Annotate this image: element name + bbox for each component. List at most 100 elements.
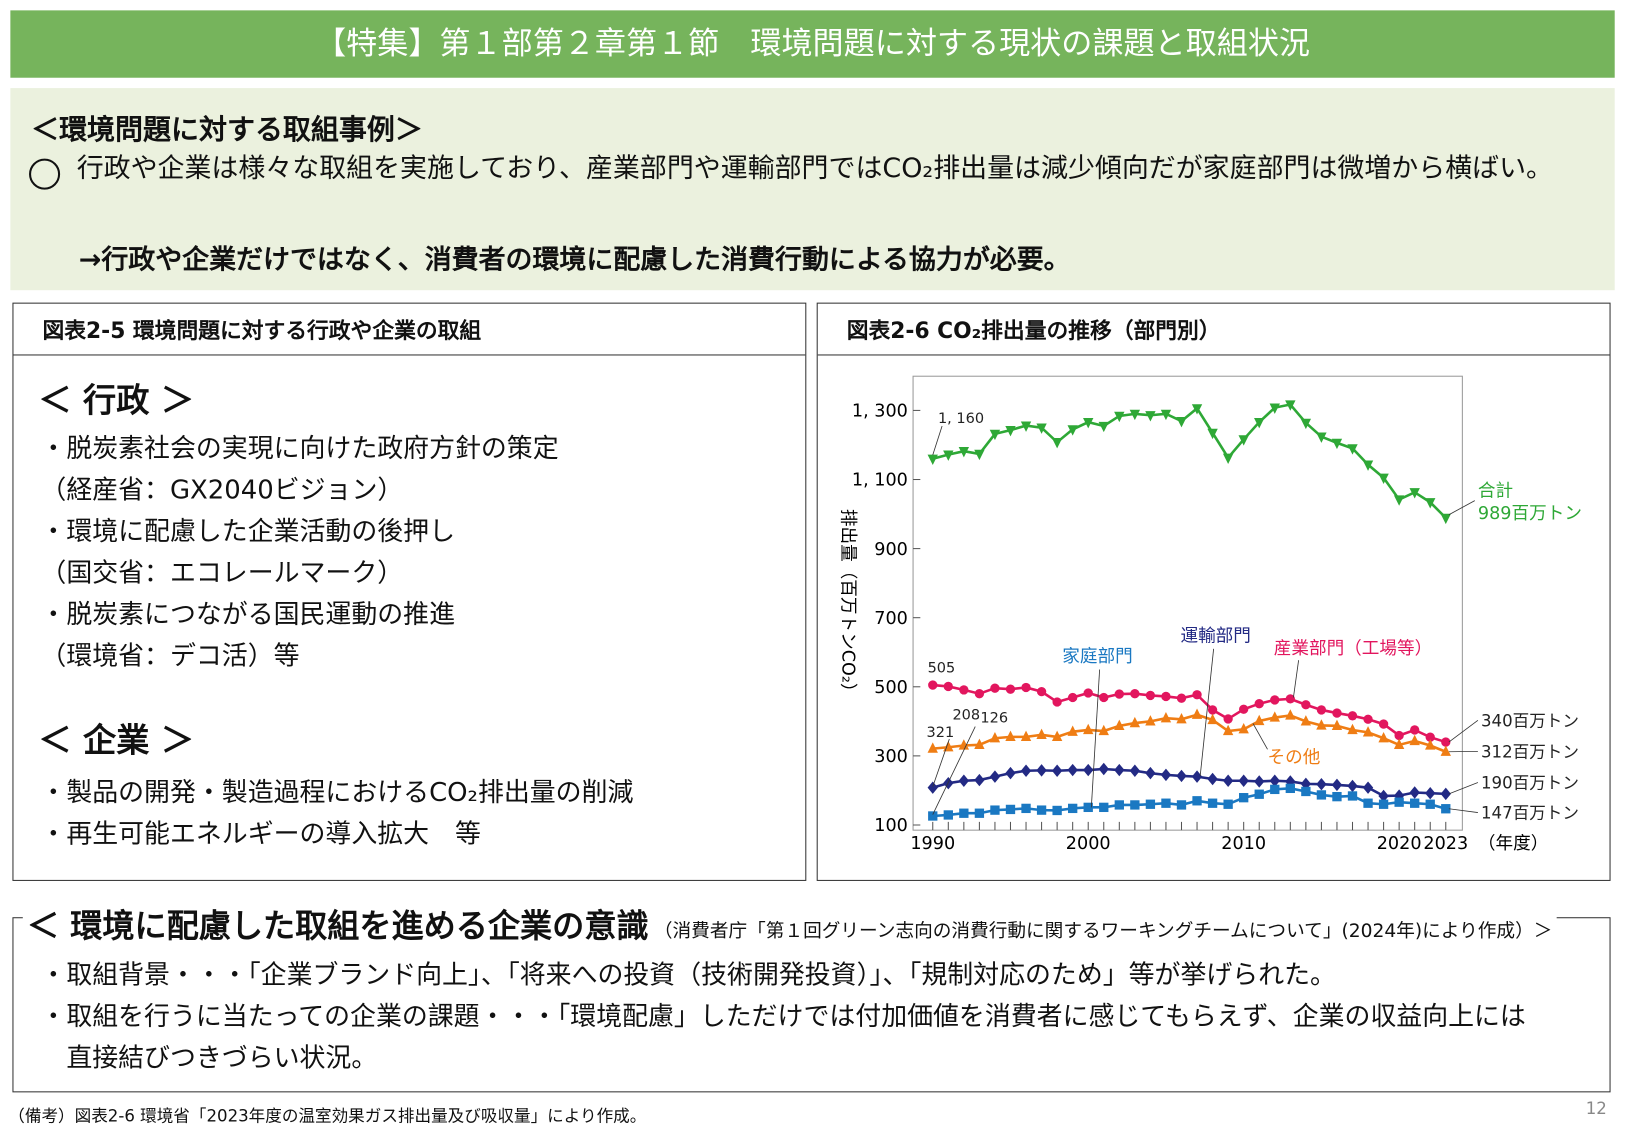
- biz-item: ・製品の開発・製造過程におけるCO₂排出量の削減: [40, 772, 633, 809]
- data-point: [1208, 705, 1217, 714]
- data-point: [1052, 697, 1061, 706]
- awareness-item: 直接結びつきづらい状況。: [40, 1037, 377, 1078]
- series-name-label: 家庭部門: [1062, 647, 1132, 667]
- data-point: [1084, 688, 1093, 697]
- x-tick-label: 2020: [1377, 834, 1422, 854]
- leader-line: [1253, 723, 1268, 749]
- y-tick-label: 100: [874, 816, 908, 836]
- data-point: [1006, 685, 1015, 694]
- data-point: [1301, 787, 1310, 796]
- y-axis-label: 排出量（百万トンCO₂）: [838, 509, 858, 701]
- data-point: [1255, 699, 1264, 708]
- data-point: [1115, 689, 1124, 698]
- biz-heading: ＜ 企業 ＞: [38, 714, 194, 762]
- awareness-title: ＜ 環境に配慮した取組を進める企業の意識: [27, 908, 649, 945]
- data-point: [1021, 804, 1030, 813]
- series-3: [928, 763, 1451, 802]
- panel-title: 図表2-5 環境問題に対する行政や企業の取組: [13, 304, 805, 356]
- start-value-label: 126: [980, 710, 1008, 726]
- data-point: [1223, 800, 1232, 809]
- series-name-label: 運輸部門: [1180, 627, 1250, 647]
- data-point: [1207, 773, 1217, 785]
- leader-line: [1449, 501, 1475, 515]
- data-point: [1036, 729, 1046, 739]
- data-point: [1270, 695, 1279, 704]
- summary-point: 行政や企業は様々な取組を実施しており、産業部門や運輸部門ではCO₂排出量は減少傾…: [77, 150, 1601, 188]
- data-point: [1161, 769, 1171, 781]
- data-point: [1052, 806, 1061, 815]
- data-point: [1021, 683, 1030, 692]
- data-point: [1425, 787, 1435, 799]
- data-point: [990, 684, 999, 693]
- data-point: [1161, 692, 1170, 701]
- circle-bullet-icon: [29, 159, 60, 190]
- awareness-item: ・取組を行うに当たっての企業の課題・・・「環境配慮」しただけでは付加価値を消費者…: [40, 996, 1525, 1037]
- start-value-label: 321: [927, 725, 955, 741]
- data-point: [1067, 764, 1077, 776]
- gov-item: ・脱炭素社会の実現に向けた政府方針の策定: [40, 428, 558, 465]
- footnote: （備考）図表2-6 環境省「2023年度の温室効果ガス排出量及び吸収量」により作…: [8, 1102, 646, 1127]
- data-point: [1161, 799, 1170, 808]
- end-value-label: 989百万トン: [1478, 504, 1582, 524]
- data-point: [1410, 725, 1419, 734]
- biz-item: ・再生可能エネルギーの導入拡大 等: [40, 814, 480, 851]
- data-point: [959, 685, 968, 694]
- x-tick-label: 2000: [1066, 834, 1111, 854]
- data-point: [1005, 767, 1015, 779]
- y-tick-label: 900: [874, 540, 908, 560]
- data-point: [1037, 805, 1046, 814]
- data-point: [1285, 709, 1295, 719]
- data-point: [1363, 799, 1372, 808]
- chart-title: 図表2-6 CO₂排出量の推移（部門別）: [818, 304, 1610, 356]
- data-point: [1301, 700, 1310, 709]
- gov-item: ・脱炭素につながる国民運動の推進: [40, 594, 455, 631]
- data-point: [1192, 690, 1201, 699]
- gov-item: （国交省：エコレールマーク）: [40, 552, 403, 589]
- gov-heading: ＜ 行政 ＞: [38, 374, 194, 422]
- data-point: [990, 770, 1000, 782]
- data-point: [1146, 691, 1155, 700]
- data-point: [1068, 804, 1077, 813]
- data-point: [975, 809, 984, 818]
- awareness-source: （消費者庁「第１回グリーン志向の消費行動に関するワーキングチームについて」(20…: [654, 920, 1553, 942]
- end-value-label: 190百万トン: [1481, 774, 1579, 793]
- data-point: [1099, 803, 1108, 812]
- data-point: [1021, 765, 1031, 777]
- y-tick-label: 700: [874, 609, 908, 629]
- data-point: [1052, 765, 1062, 777]
- data-point: [1239, 705, 1248, 714]
- data-point: [1286, 784, 1295, 793]
- data-point: [1083, 764, 1093, 776]
- government-business-panel: 図表2-5 環境問題に対する行政や企業の取組 ＜ 行政 ＞ ・脱炭素社会の実現に…: [12, 303, 806, 881]
- data-point: [1146, 800, 1155, 809]
- data-point: [944, 682, 953, 691]
- data-point: [1223, 775, 1233, 787]
- x-tick-label: 2023: [1423, 834, 1468, 854]
- data-point: [974, 774, 984, 786]
- data-point: [1006, 805, 1015, 814]
- awareness-item: ・取組背景・・・「企業ブランド向上」、「将来への投資（技術開発投資）」、「規制対…: [40, 955, 1336, 996]
- data-point: [1114, 764, 1124, 776]
- data-point: [1394, 798, 1403, 807]
- gov-item: （環境省：デコ活）等: [40, 635, 299, 672]
- series-0: [928, 400, 1451, 524]
- data-point: [1099, 422, 1109, 432]
- awareness-heading: ＜ 環境に配慮した取組を進める企業の意識 （消費者庁「第１回グリーン志向の消費行…: [23, 900, 1557, 947]
- start-value-label: 1, 160: [938, 411, 984, 427]
- x-tick-label: 2010: [1221, 834, 1266, 854]
- data-point: [928, 811, 937, 820]
- data-point: [1130, 689, 1139, 698]
- series-name-label: 産業部門（工場等）: [1274, 639, 1432, 659]
- data-point: [1426, 800, 1435, 809]
- data-point: [1130, 800, 1139, 809]
- data-point: [959, 775, 969, 787]
- data-point: [990, 805, 999, 814]
- data-point: [1394, 495, 1404, 505]
- x-tick-label: 1990: [910, 834, 955, 854]
- gov-item: （経産省：GX2040ビジョン）: [40, 469, 403, 506]
- data-point: [1441, 514, 1451, 524]
- data-point: [1208, 799, 1217, 808]
- leader-line: [933, 426, 942, 455]
